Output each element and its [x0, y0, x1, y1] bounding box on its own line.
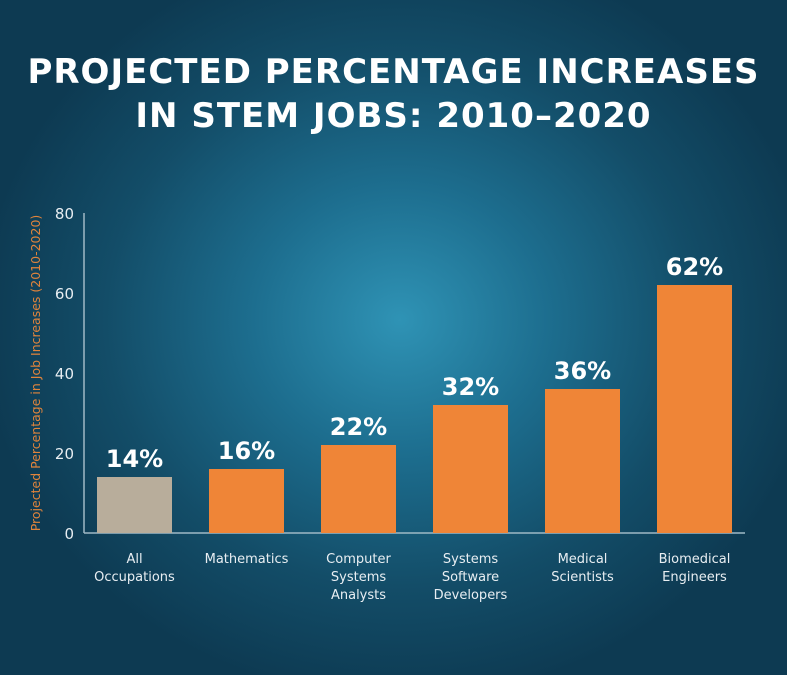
chart-title: PROJECTED PERCENTAGE INCREASES IN STEM J…	[0, 50, 787, 138]
data-label: 22%	[330, 413, 387, 441]
bar	[209, 469, 284, 533]
x-tick-label: Biomedical	[659, 552, 731, 567]
data-label: 16%	[218, 437, 275, 465]
bar	[97, 477, 172, 533]
y-tick-label: 0	[64, 525, 74, 543]
y-tick-label: 60	[55, 285, 74, 303]
x-tick-label: Developers	[434, 588, 508, 603]
data-label: 36%	[554, 357, 611, 385]
bar	[321, 445, 396, 533]
y-axis-label: Projected Percentage in Job Increases (2…	[28, 215, 43, 532]
y-tick-label: 40	[55, 365, 74, 383]
x-tick-label: Analysts	[331, 588, 386, 603]
x-tick-label: All	[126, 552, 142, 567]
x-tick-label: Software	[442, 570, 499, 585]
bar	[657, 285, 732, 533]
x-tick-label: Computer	[326, 552, 391, 567]
x-tick-label: Occupations	[94, 570, 175, 585]
y-tick-label: 80	[55, 205, 74, 223]
data-label: 14%	[106, 445, 163, 473]
x-tick-label: Mathematics	[205, 552, 289, 567]
x-tick-label: Scientists	[551, 570, 614, 585]
bar	[545, 389, 620, 533]
x-tick-label: Systems	[443, 552, 498, 567]
data-label: 62%	[666, 253, 723, 281]
chart-title-line-1: PROJECTED PERCENTAGE INCREASES	[27, 52, 760, 92]
y-tick-label: 20	[55, 445, 74, 463]
chart-title-line-2: IN STEM JOBS: 2010–2020	[135, 96, 652, 136]
x-tick-label: Medical	[558, 552, 608, 567]
data-label: 32%	[442, 373, 499, 401]
x-tick-label: Systems	[331, 570, 386, 585]
bar	[433, 405, 508, 533]
x-tick-label: Engineers	[662, 570, 727, 585]
